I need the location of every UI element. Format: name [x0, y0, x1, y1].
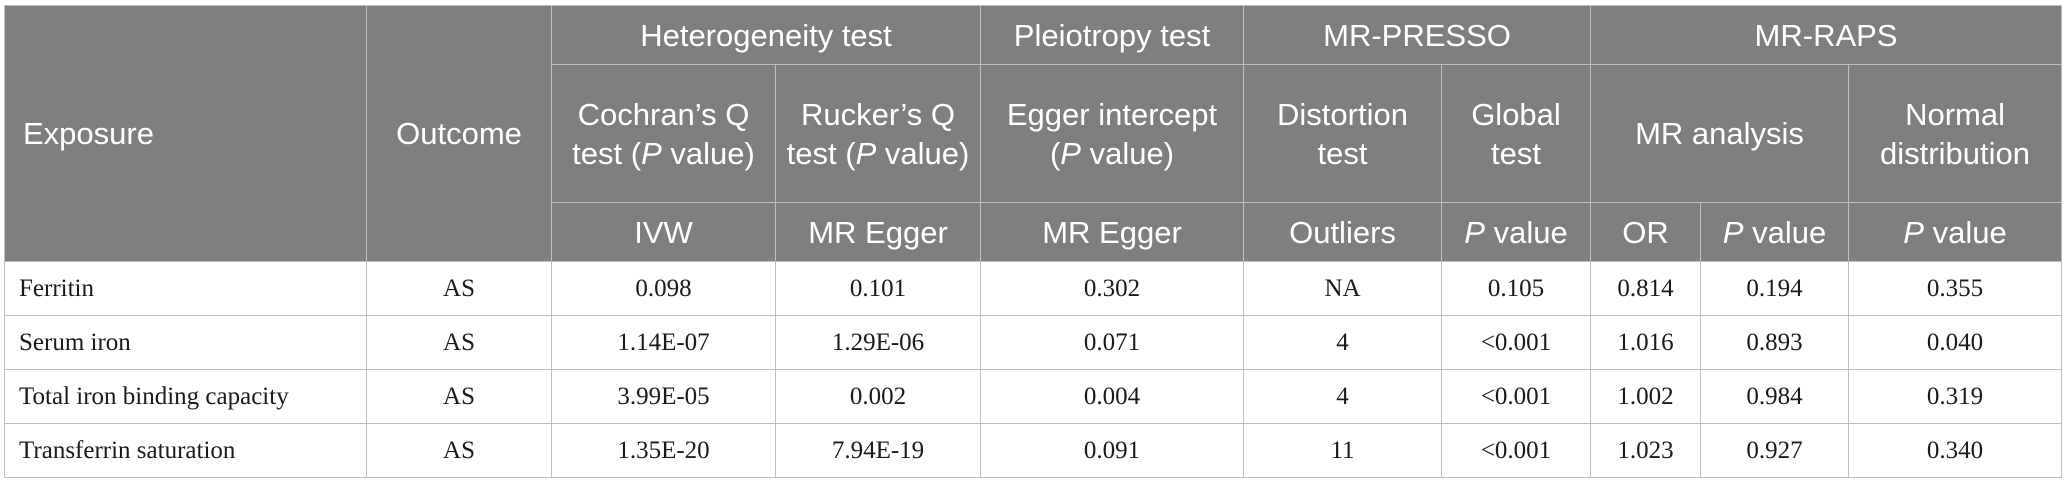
cell-global-p: <0.001 [1441, 315, 1591, 370]
mr-p-letter: P [1722, 214, 1744, 250]
cell-global-p: 0.105 [1441, 261, 1591, 316]
results-table: Exposure Outcome Heterogeneity test Plei… [4, 5, 2063, 478]
header-ivw: IVW [551, 202, 776, 262]
header-egger-intercept: Egger intercept (P value) [980, 64, 1244, 203]
cell-outcome: AS [366, 369, 552, 424]
table-body: Ferritin AS 0.098 0.101 0.302 NA 0.105 0… [4, 261, 2063, 478]
table-container: Exposure Outcome Heterogeneity test Plei… [4, 5, 2063, 478]
cell-rucker: 7.94E-19 [775, 423, 981, 478]
table-row: Serum iron AS 1.14E-07 1.29E-06 0.071 4 … [4, 315, 2063, 370]
table-header: Exposure Outcome Heterogeneity test Plei… [4, 5, 2063, 262]
header-rucker-q: Rucker’s Q test (P value) [775, 64, 981, 203]
global-p-rest: value [1484, 214, 1568, 250]
cochran-text-p: P [641, 135, 662, 171]
global-p-letter: P [1464, 214, 1485, 250]
cell-mr-p: 0.194 [1700, 261, 1849, 316]
cell-mr-p: 0.927 [1700, 423, 1849, 478]
cell-normal-p: 0.340 [1847, 423, 2063, 478]
cell-mr-p: 0.893 [1700, 315, 1849, 370]
normal-p-letter: P [1903, 214, 1924, 250]
header-row-methods: IVW MR Egger MR Egger Outliers P value O… [5, 202, 2063, 262]
cell-rucker: 0.101 [775, 261, 981, 316]
header-row-groups: Exposure Outcome Heterogeneity test Plei… [4, 5, 2063, 262]
header-exposure: Exposure [4, 5, 367, 262]
header-mr-egger-intercept: MR Egger [980, 202, 1244, 262]
cell-exposure: Total iron binding capacity [4, 369, 367, 424]
table-row: Ferritin AS 0.098 0.101 0.302 NA 0.105 0… [4, 261, 2063, 316]
cell-ivw: 3.99E-05 [551, 369, 776, 424]
rucker-text-b: value) [876, 135, 970, 171]
cell-global-p: <0.001 [1441, 369, 1591, 424]
cell-normal-p: 0.040 [1847, 315, 2063, 370]
cell-ivw: 1.14E-07 [551, 315, 776, 370]
header-or: OR [1590, 202, 1701, 262]
cell-outliers: 11 [1243, 423, 1442, 478]
cell-normal-p: 0.319 [1847, 369, 2063, 424]
cell-ivw: 0.098 [551, 261, 776, 316]
header-outliers: Outliers [1243, 202, 1442, 262]
cell-outliers: NA [1243, 261, 1442, 316]
header-global-test: Global test [1441, 64, 1591, 203]
cell-or: 1.023 [1590, 423, 1701, 478]
header-normal-p-value: P value [1847, 202, 2063, 262]
cell-or: 1.016 [1590, 315, 1701, 370]
rucker-text-a: Rucker’s Q test ( [786, 96, 955, 171]
header-mr-egger-rucker: MR Egger [775, 202, 981, 262]
egger-text-b: value) [1080, 135, 1175, 171]
cell-or: 1.002 [1590, 369, 1701, 424]
header-heterogeneity-test: Heterogeneity test [551, 5, 981, 65]
cell-egger: 0.091 [980, 423, 1244, 478]
mr-p-rest: value [1743, 214, 1827, 250]
cell-outcome: AS [366, 261, 552, 316]
egger-text-a: Egger intercept ( [1006, 96, 1218, 171]
rucker-text-p: P [855, 135, 877, 171]
cell-egger: 0.302 [980, 261, 1244, 316]
cell-rucker: 0.002 [775, 369, 981, 424]
header-global-p-value: P value [1441, 202, 1591, 262]
cochran-text-b: value) [661, 135, 755, 171]
header-outcome: Outcome [366, 5, 552, 262]
table-row: Transferrin saturation AS 1.35E-20 7.94E… [4, 423, 2063, 478]
normal-p-rest: value [1923, 214, 2007, 250]
header-cochran-q: Cochran’s Q test (P value) [551, 64, 776, 203]
header-mr-analysis: MR analysis [1590, 64, 1849, 203]
cell-ivw: 1.35E-20 [551, 423, 776, 478]
header-mr-p-value: P value [1700, 202, 1849, 262]
cell-rucker: 1.29E-06 [775, 315, 981, 370]
header-mr-raps: MR-RAPS [1589, 5, 2063, 65]
cell-normal-p: 0.355 [1847, 261, 2063, 316]
cell-exposure: Transferrin saturation [4, 423, 367, 478]
cell-outliers: 4 [1243, 315, 1442, 370]
cell-or: 0.814 [1590, 261, 1701, 316]
cell-egger: 0.071 [980, 315, 1244, 370]
header-row-tests: Cochran’s Q test (P value) Rucker’s Q te… [5, 64, 2063, 203]
header-distortion-test: Distortion test [1243, 64, 1442, 203]
cochran-text-a: Cochran’s Q test ( [572, 96, 750, 171]
cell-outliers: 4 [1243, 369, 1442, 424]
table-row: Total iron binding capacity AS 3.99E-05 … [4, 369, 2063, 424]
cell-outcome: AS [366, 423, 552, 478]
cell-global-p: <0.001 [1441, 423, 1591, 478]
cell-exposure: Ferritin [4, 261, 367, 316]
cell-exposure: Serum iron [4, 315, 367, 370]
header-pleiotropy-test: Pleiotropy test [980, 5, 1244, 65]
cell-egger: 0.004 [980, 369, 1244, 424]
header-mr-presso: MR-PRESSO [1243, 5, 1591, 65]
cell-outcome: AS [366, 315, 552, 370]
cell-mr-p: 0.984 [1700, 369, 1849, 424]
header-normal-distribution: Normal distribution [1847, 64, 2063, 203]
egger-text-p: P [1060, 135, 1081, 171]
